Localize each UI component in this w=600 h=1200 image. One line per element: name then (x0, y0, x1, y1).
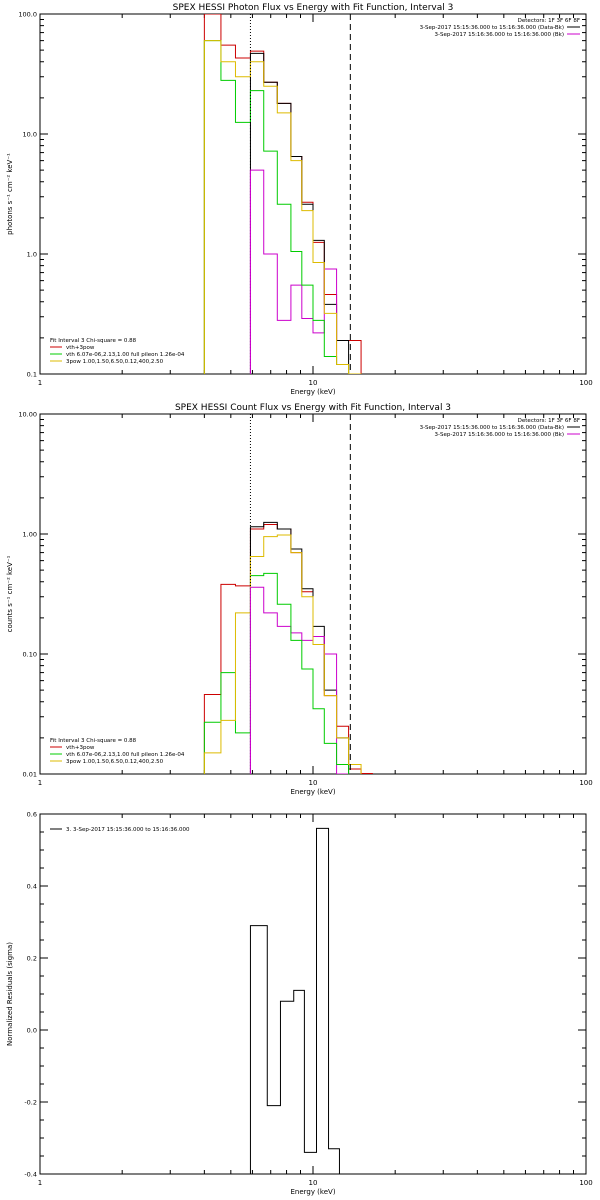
y-tick-label: 0.10 (23, 651, 37, 659)
step-series-5 (203, 534, 362, 774)
step-series-1 (249, 827, 349, 1174)
legend-top-text: 3-Sep-2017 15:16:36.000 to 15:16:36.000 … (435, 32, 565, 38)
x-axis-label: Energy (keV) (290, 1188, 335, 1196)
y-tick-label: -0.2 (24, 1099, 37, 1107)
y-tick-label: 0.2 (27, 955, 37, 963)
y-axis-label: photons s⁻¹ cm⁻² keV⁻¹ (6, 153, 14, 235)
x-tick-label: 100 (579, 379, 592, 387)
legend-bottom-text: vth 6.07e-06,2.13,1.00 full pileon 1.26e… (66, 752, 185, 758)
step-series-2 (249, 521, 350, 774)
chart-panel-2: SPEX HESSI Count Flux vs Energy with Fit… (6, 403, 593, 796)
legend-bottom-header: Fit Interval 3 Chi-square = 0.88 (50, 738, 137, 744)
legend-top-text: Detectors: 1F 3F 6F 8F (518, 418, 580, 424)
y-tick-label: 10.00 (18, 411, 37, 419)
x-axis-label: Energy (keV) (290, 388, 335, 396)
y-tick-label: 0.1 (27, 371, 37, 379)
step-series-5 (203, 40, 362, 374)
y-axis-label: counts s⁻¹ cm⁻² keV⁻¹ (6, 555, 14, 632)
legend-bottom-text: 3pow 1.00,1.50,6.50,0.12,400,2.50 (66, 759, 164, 765)
legend-top-text: 3-Sep-2017 15:15:36.000 to 15:16:36.000 … (420, 425, 564, 431)
plot-frame (39, 813, 587, 1175)
series-group (203, 521, 373, 774)
step-series-4 (203, 40, 350, 374)
legend-top-text: Detectors: 1F 3F 6F 8F (518, 18, 580, 24)
chart-title: SPEX HESSI Count Flux vs Energy with Fit… (175, 403, 451, 413)
series-group (203, 14, 362, 374)
step-series-3 (249, 169, 350, 374)
legend-top-text: 3-Sep-2017 15:15:36.000 to 15:16:36.000 … (420, 25, 564, 31)
chart-title: SPEX HESSI Photon Flux vs Energy with Fi… (173, 3, 454, 13)
step-series-3 (249, 586, 350, 774)
x-axis-label: Energy (keV) (290, 788, 335, 796)
x-tick-label: 1 (38, 779, 42, 787)
y-tick-label: 0.0 (27, 1027, 37, 1035)
x-tick-label: 1 (38, 379, 42, 387)
y-tick-label: 1.0 (27, 251, 37, 259)
legend-bottom-text: vth+3pow (66, 345, 95, 351)
legend-bottom-text: 3pow 1.00,1.50,6.50,0.12,400,2.50 (66, 359, 164, 365)
step-series-1 (203, 14, 362, 374)
x-tick-label: 1 (38, 1179, 42, 1187)
legend-bottom-text: vth 6.07e-06,2.13,1.00 full pileon 1.26e… (66, 352, 185, 358)
y-tick-label: 0.4 (27, 883, 37, 891)
chart-panel-1: SPEX HESSI Photon Flux vs Energy with Fi… (6, 3, 593, 396)
series-group (249, 827, 349, 1174)
y-tick-label: 10.0 (23, 131, 37, 139)
y-tick-label: 100.0 (18, 11, 37, 19)
legend-bottom-text: vth+3pow (66, 745, 95, 751)
legend-bottom-header: Fit Interval 3 Chi-square = 0.88 (50, 338, 137, 344)
y-axis-label: Normalized Residuals (sigma) (6, 942, 14, 1046)
y-tick-label: 0.6 (27, 811, 37, 819)
y-tick-label: -0.4 (24, 1171, 37, 1179)
legend-residual-text: 3. 3-Sep-2017 15:15:36.000 to 15:16:36.0… (66, 827, 190, 833)
legend-top-text: 3-Sep-2017 15:16:36.000 to 15:16:36.000 … (435, 432, 565, 438)
step-series-1 (203, 523, 373, 774)
chart-panel-3: Energy (keV) Normalized Residuals (sigma)… (6, 811, 593, 1197)
y-tick-label: 0.01 (23, 771, 37, 779)
step-series-2 (249, 52, 350, 374)
x-tick-label: 10 (309, 779, 318, 787)
x-tick-label: 100 (579, 779, 592, 787)
x-tick-label: 10 (309, 1179, 318, 1187)
x-tick-label: 10 (309, 379, 318, 387)
step-series-4 (203, 572, 350, 774)
x-tick-label: 100 (579, 1179, 592, 1187)
y-tick-label: 1.00 (23, 531, 37, 539)
